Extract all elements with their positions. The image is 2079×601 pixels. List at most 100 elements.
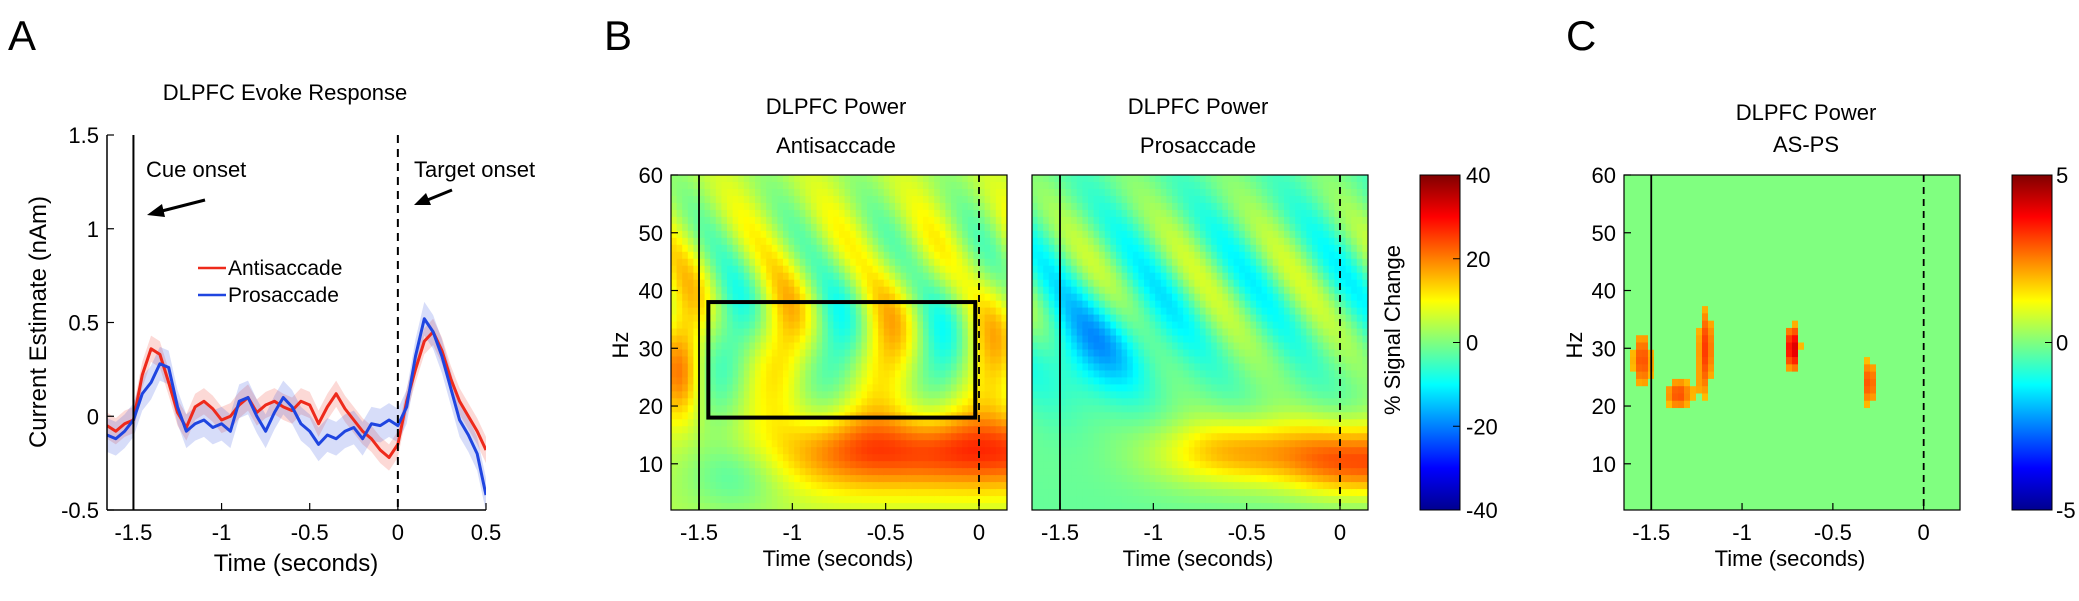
panel-b-right-heat-cell [1228,286,1235,295]
panel-b-left-heat-cell [867,258,874,267]
panel-b-left-heat-cell [928,188,935,197]
panel-b-left-heat-cell [760,384,767,392]
panel-b-left-heat-cell [867,419,874,427]
panel-b-left-heat-cell [867,482,874,490]
panel-b-right-heat-cell [1127,279,1134,288]
panel-b-right-heat-cell [1200,377,1207,385]
panel-b-left-heat-cell [715,419,722,427]
panel-b-left-heat-cell [811,175,818,183]
panel-b-left-heat-cell [900,482,907,490]
panel-b-left-heat-cell [727,265,734,274]
panel-b-left-heat-cell [962,370,969,378]
panel-b-right-heat-cell [1127,209,1134,218]
panel-b-left-heat-cell [783,188,790,197]
panel-b-left-heat-cell [872,405,879,413]
panel-b-left-heat-cell [671,293,678,302]
panel-b-right-heat-cell [1076,468,1083,476]
panel-b-left-heat-cell [979,230,986,239]
panel-b-left-heat-cell [788,181,795,190]
panel-b-left-heat-cell [811,482,818,490]
panel-b-left-heat-cell [743,419,750,427]
panel-b-right-heat-cell [1088,475,1095,483]
panel-b-left-heat-cell [839,475,846,483]
panel-b-right-heat-cell [1205,342,1212,351]
panel-b-right-heat-cell [1121,398,1128,406]
panel-b-left-heat-cell [844,419,851,427]
panel-b-right-heat-cell [1228,335,1235,344]
panel-b-right-heat-cell [1155,475,1162,483]
panel-b-left-heat-cell [951,349,958,358]
panel-b-left-heat-cell [872,258,879,267]
panel-b-left-heat-cell [699,328,706,337]
panel-b-left-heat-cell [850,461,857,469]
panel-b-left-heat-cell [855,307,862,316]
panel-b-left-heat-cell [771,265,778,274]
panel-b-left-heat-cell [850,328,857,337]
panel-b-right-heat-cell [1076,244,1083,253]
panel-b-right-heat-cell [1116,496,1123,504]
panel-b-right-heat-cell [1127,244,1134,253]
panel-b-left-heat-cell [805,482,812,490]
panel-b-left-heat-cell [967,223,974,232]
panel-b-right-heat-cell [1261,349,1268,358]
panel-b-left-heat-cell [973,454,980,462]
panel-b-right-heat-cell [1250,279,1257,288]
panel-b-left-heat-cell [833,188,840,197]
panel-b-left-heat-cell [945,195,952,204]
panel-b-left-heat-cell [911,188,918,197]
panel-b-right-heat-cell [1205,482,1212,490]
panel-b-left-heat-cell [777,356,784,365]
panel-b-left-heat-cell [732,216,739,225]
panel-b-left-heat-cell [917,370,924,378]
panel-b-right-heat-cell [1188,482,1195,490]
panel-b-left-heat-cell [799,475,806,483]
panel-b-left-heat-cell [939,426,946,434]
panel-b-right-heat-cell [1177,391,1184,399]
panel-b-left-heat-cell [777,223,784,232]
panel-b-right-heat-cell [1149,482,1156,490]
panel-b-left-heat-cell [990,356,997,365]
panel-b-left-heat-cell [715,209,722,218]
panel-b-left-heat-cell [727,314,734,323]
panel-b-right-heat-cell [1222,209,1229,218]
panel-b-right-heat-cell [1233,307,1240,316]
panel-b-right-heat-cell [1233,265,1240,274]
panel-b-left-heat-cell [1001,195,1007,204]
panel-b-left-heat-cell [738,175,745,183]
panel-b-right-heat-cell [1121,475,1128,483]
panel-b-left-heat-cell [777,349,784,358]
panel-b-right-heat-cell [1177,335,1184,344]
panel-b-right-heat-cell [1043,377,1050,385]
panel-b-left-heat-cell [749,175,756,183]
panel-b-left-heat-cell [911,265,918,274]
panel-b-left-heat-cell [743,251,750,260]
panel-b-right-heat-cell [1188,321,1195,330]
panel-b-left-heat-cell [749,489,756,497]
panel-b-left-heat-cell [676,188,683,197]
panel-b-left-heat-cell [766,202,773,211]
panel-b-left-heat-cell [777,426,784,434]
panel-b-left-heat-cell [900,279,907,288]
panel-b-left-heat-cell [704,503,711,510]
panel-b-left-heat-cell [973,489,980,497]
panel-b-left-heat-cell [984,363,991,372]
panel-b-left-heat-cell [710,363,717,372]
panel-b-right-heat-cell [1110,195,1117,204]
panel-b-left-heat-cell [755,419,762,427]
panel-b-left-heat-cell [939,300,946,309]
panel-b-left-heat-cell [788,482,795,490]
panel-b-right-heat-cell [1188,230,1195,239]
panel-b-left-heat-cell [760,286,767,295]
panel-b-left-heat-cell [1001,384,1007,392]
panel-b-right-heat-cell [1211,181,1218,190]
panel-b-left-heat-cell [928,293,935,302]
panel-b-right-heat-cell [1188,328,1195,337]
panel-b-right-heat-cell [1183,265,1190,274]
panel-b-left-heat-cell [906,258,913,267]
panel-b-right-heat-cell [1138,377,1145,385]
panel-b-left-heat-cell [682,440,689,448]
panel-b-left-heat-cell [721,321,728,330]
panel-b-left-heat-cell [995,398,1002,406]
panel-b-left-heat-cell [878,195,885,204]
panel-b-right-heat-cell [1216,496,1223,504]
